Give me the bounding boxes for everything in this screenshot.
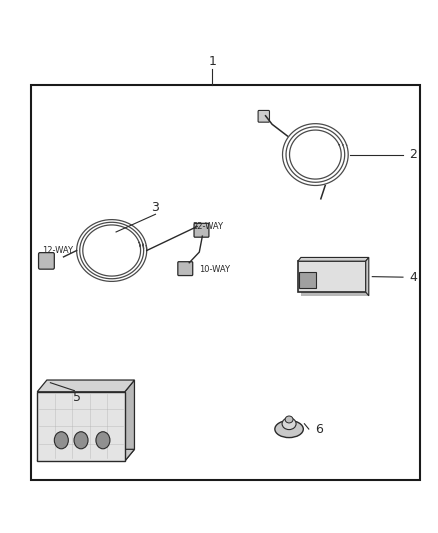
Text: 1: 1 [208, 55, 216, 68]
Text: 2: 2 [410, 148, 417, 161]
Polygon shape [37, 449, 134, 461]
Bar [301, 265, 369, 296]
Ellipse shape [275, 421, 304, 438]
Ellipse shape [282, 418, 296, 430]
Text: 6: 6 [315, 423, 323, 435]
Circle shape [96, 432, 110, 449]
FancyBboxPatch shape [258, 110, 269, 122]
Polygon shape [366, 257, 369, 296]
Polygon shape [298, 257, 369, 261]
FancyBboxPatch shape [39, 253, 54, 269]
Text: 22-WAY: 22-WAY [193, 222, 224, 231]
Circle shape [74, 432, 88, 449]
Bar [299, 272, 316, 288]
Bar [31, 85, 420, 480]
Text: 4: 4 [410, 271, 417, 284]
FancyBboxPatch shape [178, 262, 193, 276]
Text: 3: 3 [152, 201, 159, 214]
Circle shape [54, 432, 68, 449]
Bar [298, 261, 366, 292]
Bar [37, 392, 125, 461]
Text: 10-WAY: 10-WAY [199, 265, 230, 273]
FancyBboxPatch shape [194, 223, 209, 237]
Text: 5: 5 [73, 391, 81, 403]
Text: 12-WAY: 12-WAY [42, 246, 73, 255]
Polygon shape [125, 380, 134, 461]
Polygon shape [37, 380, 134, 392]
Ellipse shape [285, 416, 293, 423]
